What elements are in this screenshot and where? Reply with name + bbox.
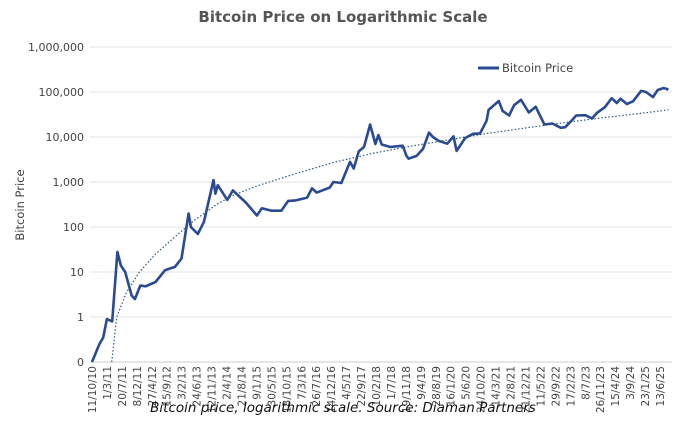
y-tick-label: 1,000,000	[28, 41, 84, 54]
x-tick-label: 28/8/19	[431, 366, 443, 406]
y-tick-label: 10	[70, 266, 84, 279]
x-tick-label: 17/2/23	[565, 366, 577, 406]
y-tick-label: 1,000	[53, 176, 85, 189]
x-tick-label: 27/4/12	[147, 366, 159, 406]
x-tick-label: 14/12/16	[326, 366, 338, 413]
price-line	[90, 86, 670, 363]
x-tick-label: 26/11/23	[595, 366, 607, 413]
y-tick-label: 100,000	[39, 86, 85, 99]
x-tick-label: 9/1/15	[251, 366, 263, 400]
legend-label: Bitcoin Price	[502, 61, 573, 75]
x-tick-label: 22/9/17	[356, 366, 368, 406]
y-tick-label: 1	[77, 311, 84, 324]
x-tick-label: 13/6/25	[655, 366, 667, 406]
x-tick-label: 21/12/21	[520, 366, 532, 413]
x-tick-label: 15/9/12	[162, 366, 174, 406]
x-tick-label: 1/3/11	[102, 366, 114, 400]
x-tick-label: 21/8/14	[236, 366, 248, 407]
x-tick-label: 29/9/22	[550, 366, 562, 406]
y-tick-label: 100	[63, 221, 84, 234]
x-tick-label: 8/12/11	[132, 366, 144, 406]
chart-title: Bitcoin Price on Logarithmic Scale	[198, 8, 488, 26]
x-tick-label: 4/5/17	[341, 366, 353, 400]
x-tick-label: 2/8/21	[506, 366, 518, 400]
x-tick-label: 1/7/18	[386, 366, 398, 400]
x-tick-label: 16/1/20	[446, 366, 458, 406]
y-tick-label: 0	[77, 356, 84, 369]
x-tick-label: 2/4/14	[222, 366, 234, 400]
x-tick-label: 26/7/16	[311, 366, 323, 407]
y-axis-label: Bitcoin Price	[13, 169, 27, 240]
x-tick-label: 10/2/18	[371, 366, 383, 406]
y-tick-label: 10,000	[46, 131, 85, 144]
x-tick-label: 9/4/19	[416, 366, 428, 400]
x-tick-label: 7/3/16	[296, 366, 308, 400]
x-tick-label: 24/10/20	[476, 366, 488, 413]
x-tick-label: 18/10/15	[281, 366, 293, 413]
x-tick-label: 23/1/25	[640, 366, 652, 406]
chart-caption: Bitcoin price, logarithmic scale. Source…	[150, 400, 536, 416]
x-tick-label: 30/5/15	[266, 366, 278, 406]
x-tick-label: 5/6/20	[461, 366, 473, 400]
x-tick-label: 14/3/21	[491, 366, 503, 406]
x-tick-label: 20/7/11	[117, 366, 129, 406]
x-tick-label: 3/9/24	[625, 366, 637, 400]
x-tick-label: 12/11/13	[207, 366, 219, 413]
x-tick-label: 11/10/10	[87, 366, 99, 413]
x-tick-label: 3/2/13	[177, 366, 189, 400]
x-tick-label: 8/7/23	[580, 366, 592, 400]
x-tick-label: 24/6/13	[192, 366, 204, 406]
x-tick-label: 15/4/24	[610, 366, 622, 407]
x-tick-label: 19/11/18	[401, 366, 413, 413]
x-tick-label: 11/5/22	[535, 366, 547, 406]
